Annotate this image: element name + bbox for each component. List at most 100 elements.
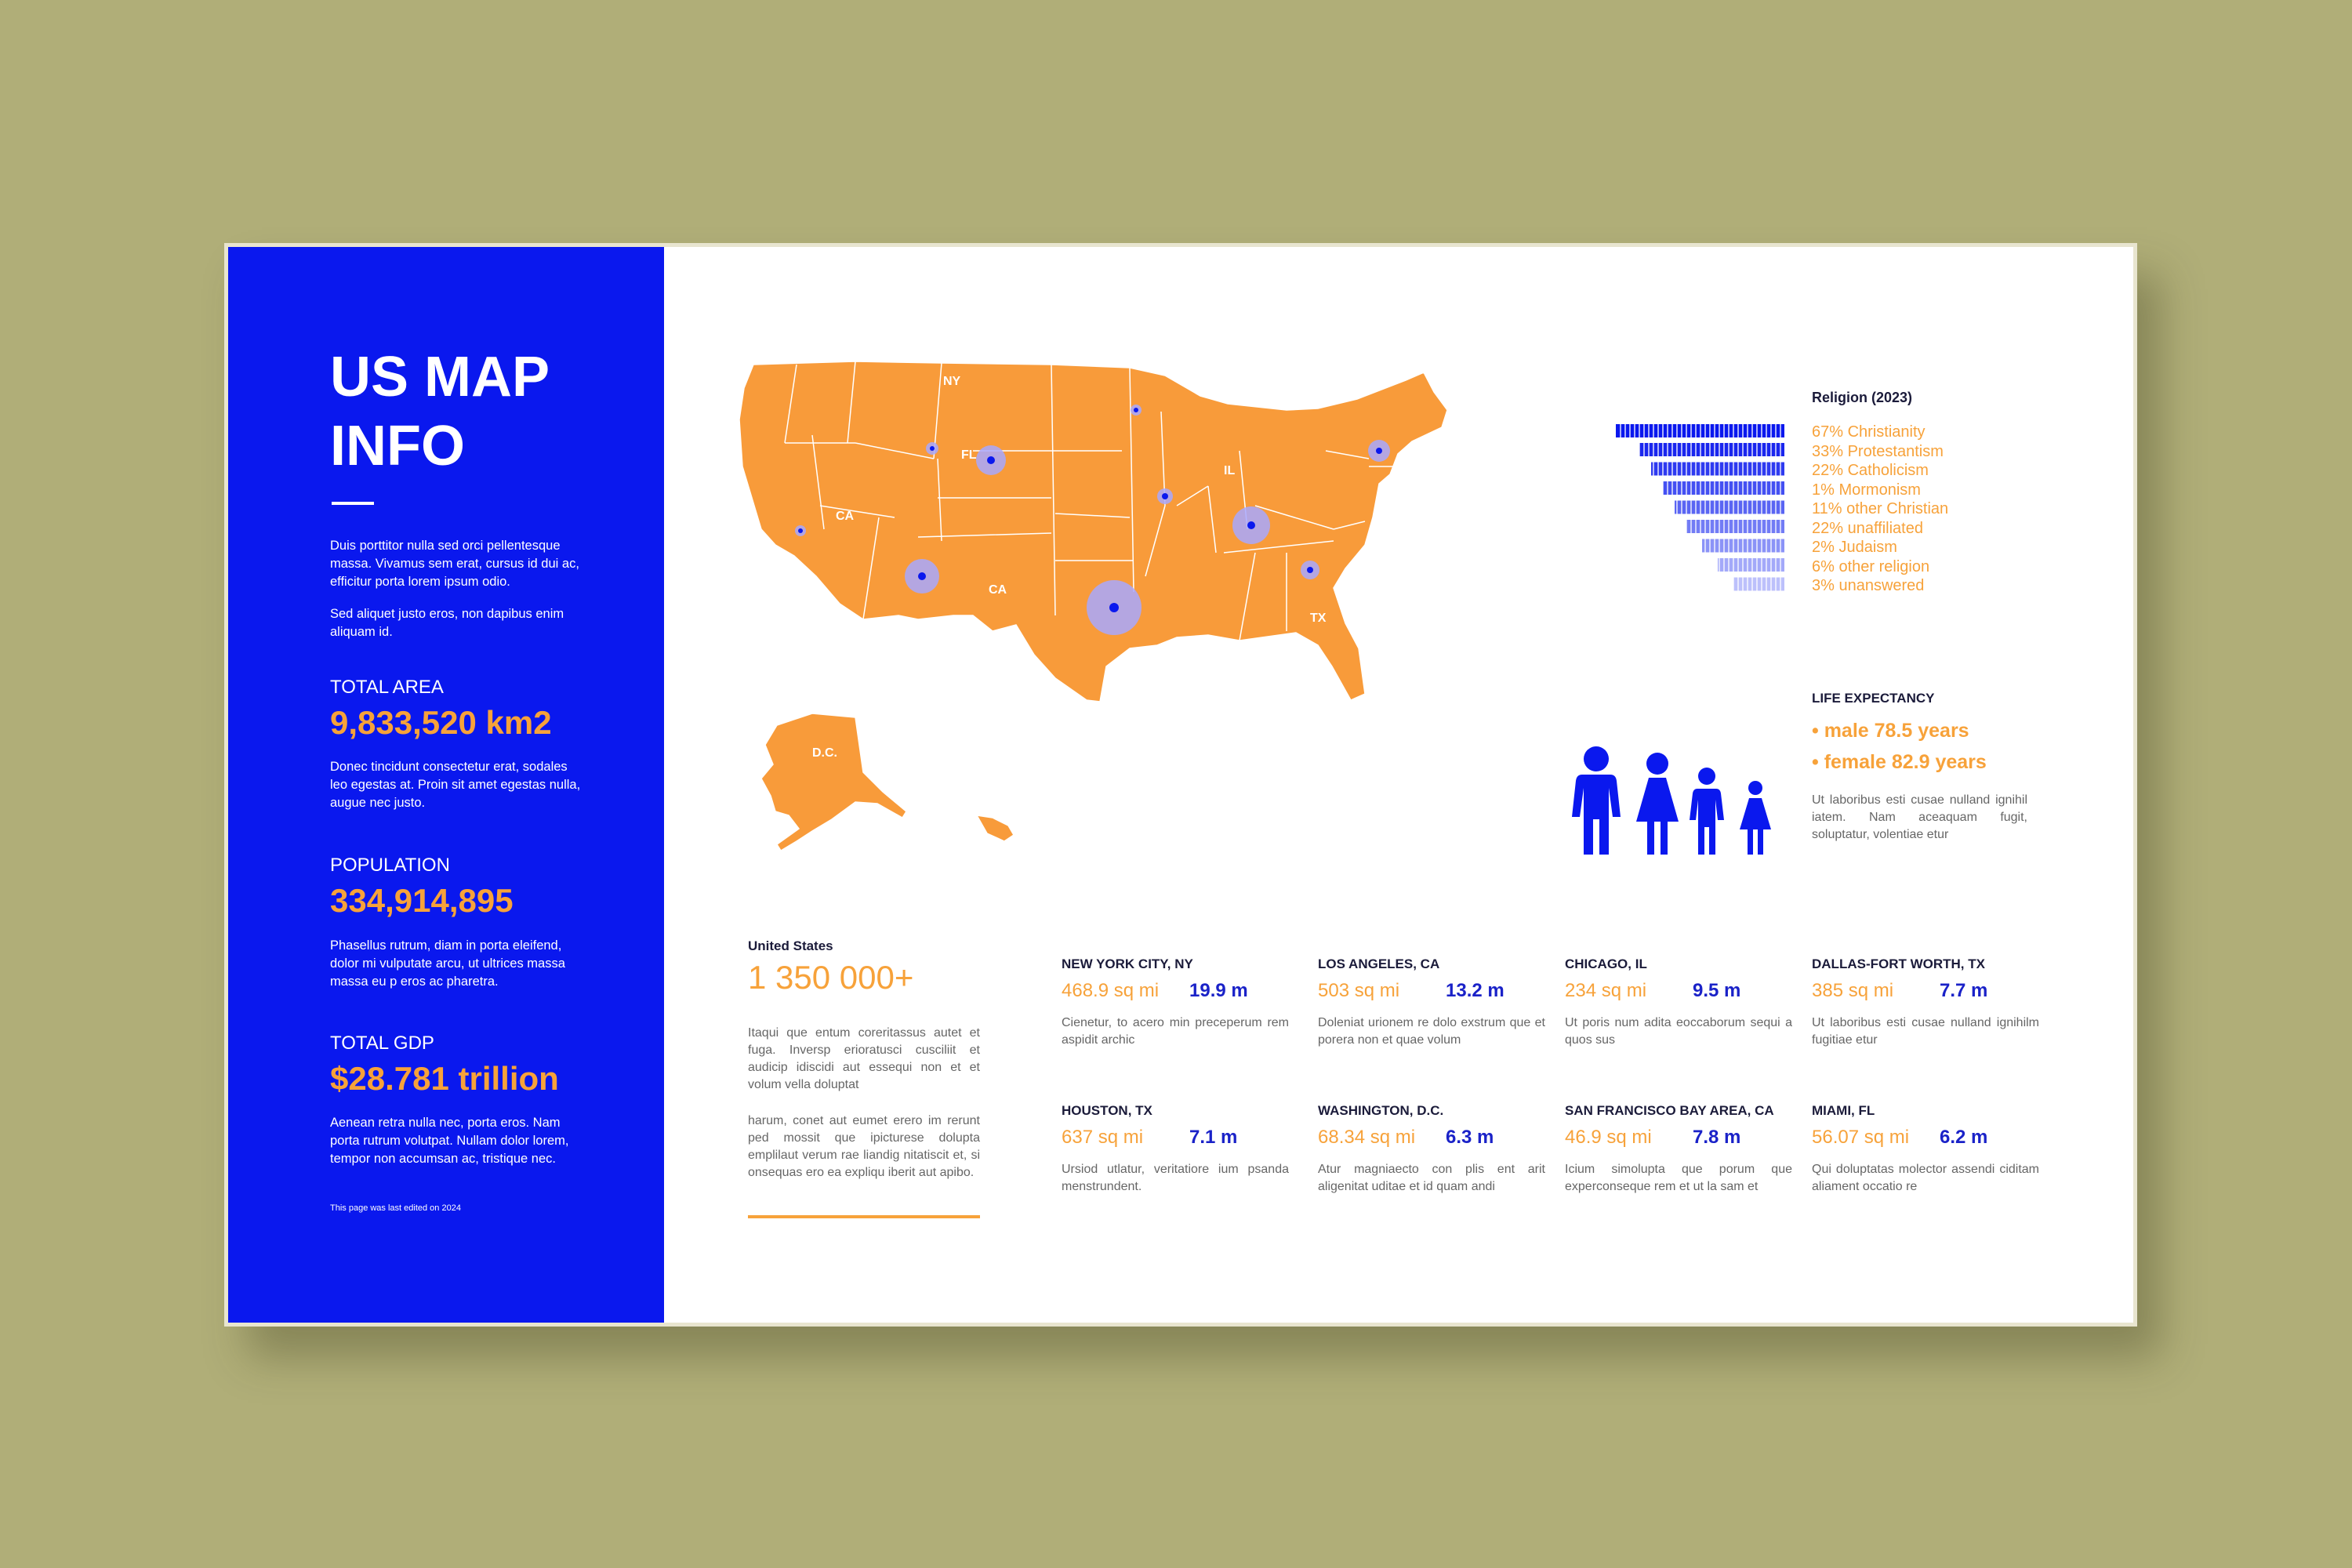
- hawaii-shape: [975, 815, 1015, 842]
- religion-item: 6% other religion: [1812, 557, 1930, 575]
- city-area: 468.9 sq mi: [1062, 980, 1160, 1001]
- marker-dot: [1376, 448, 1382, 454]
- total-area-value: 9,833,520 km2: [330, 704, 552, 741]
- city-population: 19.9 m: [1189, 980, 1248, 1001]
- map-label-fl: FL: [961, 448, 977, 462]
- map-label-ny: NY: [943, 375, 961, 388]
- life-expectancy-desc: Ut laboribus esti cusae nulland ignihil …: [1812, 793, 2027, 841]
- city-population: 13.2 m: [1446, 980, 1504, 1001]
- total-gdp-value: $28.781 trillion: [330, 1060, 559, 1097]
- city-desc: Ut laboribus esti cusae nulland ignihilm…: [1812, 1016, 2039, 1047]
- city-desc: Qui doluptatas molector assendi ciditam …: [1812, 1163, 2039, 1193]
- religion-bar: [1686, 520, 1784, 533]
- city-name: HOUSTON, TX: [1062, 1103, 1152, 1118]
- last-edited-note: This page was last edited on 2024: [330, 1203, 461, 1213]
- us-label: United States: [748, 938, 833, 953]
- religion-bar: [1651, 462, 1784, 476]
- marker-dot: [1307, 567, 1313, 573]
- map-states: [739, 361, 1448, 852]
- woman-icon: [1636, 753, 1679, 855]
- marker-dot: [930, 446, 935, 451]
- city-name: WASHINGTON, D.C.: [1318, 1103, 1444, 1118]
- city-stats: 56.07 sq mi 6.2 m: [1812, 1127, 2039, 1153]
- title-line-1: US MAP: [330, 346, 550, 408]
- city-population: 7.8 m: [1693, 1127, 1741, 1148]
- city-stats: 468.9 sq mi 19.9 m: [1062, 980, 1289, 1007]
- city-card-miami: MIAMI, FL 56.07 sq mi 6.2 m Qui doluptata…: [1812, 1103, 2039, 1196]
- city-population: 6.3 m: [1446, 1127, 1494, 1148]
- city-card-san-francisco: SAN FRANCISCO BAY AREA, CA 46.9 sq mi 7.8…: [1565, 1103, 1792, 1196]
- marker-dot: [1247, 521, 1255, 529]
- slide: US MAP INFO Duis porttitor nulla sed orc…: [224, 243, 2137, 1327]
- city-stats: 503 sq mi 13.2 m: [1318, 980, 1545, 1007]
- marker-dot: [798, 528, 803, 533]
- city-desc: Cienetur, to acero min preceperum rem as…: [1062, 1016, 1289, 1047]
- religion-item: 33% Protestantism: [1812, 442, 1944, 460]
- religion-bar: [1733, 577, 1784, 591]
- city-name: CHICAGO, IL: [1565, 956, 1647, 971]
- boy-icon: [1690, 768, 1724, 855]
- city-area: 56.07 sq mi: [1812, 1127, 1910, 1148]
- city-population: 7.7 m: [1940, 980, 1988, 1001]
- life-expectancy-title: LIFE EXPECTANCY: [1812, 691, 1935, 706]
- total-area-label: TOTAL AREA: [330, 677, 444, 698]
- population-value: 334,914,895: [330, 882, 514, 919]
- total-area-desc: Donec tincidunt consectetur erat, sodale…: [330, 760, 581, 810]
- religion-item: 2% Judaism: [1812, 539, 1897, 556]
- marker-dot: [1134, 408, 1138, 412]
- map-labels: NY FL IL CA CA TX D.C.: [812, 375, 1327, 760]
- city-stats: 68.34 sq mi 6.3 m: [1318, 1127, 1545, 1153]
- total-gdp-desc: Aenean retra nulla nec, porta eros. Nam …: [330, 1116, 569, 1166]
- page-title: US MAP INFO: [330, 343, 550, 481]
- city-card-chicago: CHICAGO, IL 234 sq mi 9.5 m Ut poris num …: [1565, 956, 1792, 1049]
- city-name: DALLAS-FORT WORTH, TX: [1812, 956, 1985, 971]
- city-population: 6.2 m: [1940, 1127, 1988, 1148]
- city-name: LOS ANGELES, CA: [1318, 956, 1440, 971]
- us-desc-1: Itaqui que entum coreritassus autet et f…: [748, 1026, 980, 1091]
- marker-dot: [1162, 493, 1168, 499]
- religion-title: Religion (2023): [1812, 390, 1913, 405]
- marker-dot: [1109, 603, 1119, 612]
- city-card-washington: WASHINGTON, D.C. 68.34 sq mi 6.3 m Atur m…: [1318, 1103, 1545, 1196]
- city-desc: Atur magniaecto con plis ent arit aligen…: [1318, 1163, 1545, 1193]
- city-area: 68.34 sq mi: [1318, 1127, 1416, 1148]
- city-desc: Doleniat urionem re dolo exstrum que et …: [1318, 1016, 1545, 1047]
- city-markers: [795, 405, 1390, 635]
- state-border-lines: [784, 361, 1404, 641]
- city-stats: 234 sq mi 9.5 m: [1565, 980, 1792, 1007]
- girl-icon: [1740, 781, 1771, 855]
- population-label: POPULATION: [330, 855, 450, 876]
- us-map: NY FL IL CA CA TX D.C.: [739, 361, 1448, 852]
- city-name: NEW YORK CITY, NY: [1062, 956, 1193, 971]
- religion-item: 3% unanswered: [1812, 577, 1925, 594]
- marker-dot: [987, 456, 995, 464]
- city-name: MIAMI, FL: [1812, 1103, 1875, 1118]
- city-area: 637 sq mi: [1062, 1127, 1144, 1148]
- map-label-dc: D.C.: [812, 746, 837, 760]
- city-card-los-angeles: LOS ANGELES, CA 503 sq mi 13.2 m Doleniat…: [1318, 956, 1545, 1049]
- city-area: 46.9 sq mi: [1565, 1127, 1652, 1148]
- city-name: SAN FRANCISCO BAY AREA, CA: [1565, 1103, 1774, 1118]
- religion-bar: [1639, 443, 1784, 456]
- city-area: 503 sq mi: [1318, 980, 1400, 1001]
- state-borders: [784, 361, 1404, 641]
- city-stats: 46.9 sq mi 7.8 m: [1565, 1127, 1792, 1153]
- title-divider: [332, 502, 374, 505]
- population-desc: Phasellus rutrum, diam in porta eleifend…: [330, 938, 565, 989]
- alaska-shape: [760, 713, 907, 852]
- life-expectancy-male: • male 78.5 years: [1812, 720, 1969, 742]
- map-label-il: IL: [1224, 464, 1235, 477]
- religion-bars: [1616, 424, 1784, 620]
- stripe-lines: [1620, 424, 1781, 620]
- city-stats: 385 sq mi 7.7 m: [1812, 980, 2039, 1007]
- life-expectancy-female: • female 82.9 years: [1812, 751, 1987, 773]
- religion-item: 22% Catholicism: [1812, 462, 1929, 479]
- city-population: 7.1 m: [1189, 1127, 1238, 1148]
- family-icon: [1572, 746, 1771, 855]
- contiguous-us-shape: [739, 361, 1448, 702]
- religion-list: 67% Christianity 33% Protestantism 22% C…: [1812, 423, 1948, 596]
- religion-item: 11% other Christian: [1812, 500, 1949, 517]
- title-line-2: INFO: [330, 415, 465, 477]
- man-icon: [1572, 746, 1621, 855]
- religion-bar-stripes: [1620, 424, 1781, 620]
